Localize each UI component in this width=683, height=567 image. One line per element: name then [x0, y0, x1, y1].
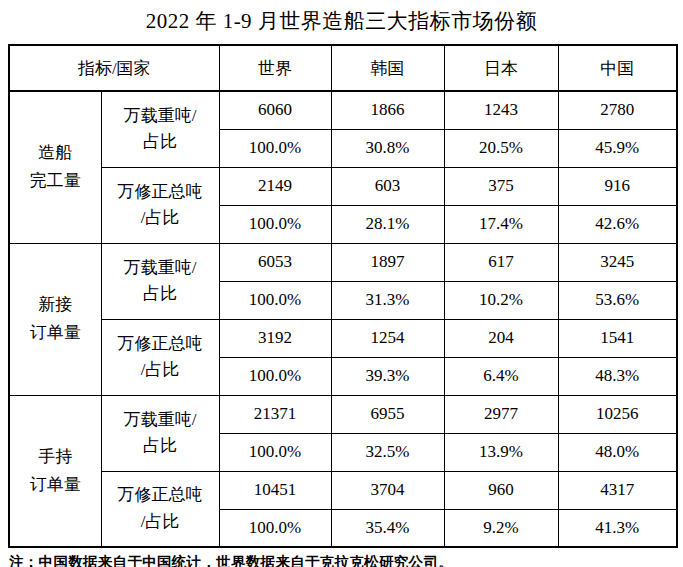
- share-cell: 39.3%: [331, 357, 444, 395]
- page-title: 2022 年 1-9 月世界造船三大指标市场份额: [0, 7, 683, 35]
- group-label-line: 订单量: [10, 471, 101, 499]
- metric-label-line: 占比: [102, 433, 219, 459]
- group-label-line: 造船: [10, 139, 101, 167]
- document-page: 2022 年 1-9 月世界造船三大指标市场份额 指标/国家 世界 韩国 日本 …: [0, 7, 683, 567]
- metric-label-line: 万修正总吨: [102, 482, 219, 508]
- value-cell: 2149: [219, 167, 331, 205]
- group-label-line: 订单量: [10, 319, 101, 347]
- value-cell: 1866: [331, 91, 444, 129]
- metric-label-cgt: 万修正总吨 /占比: [101, 471, 219, 547]
- share-cell: 100.0%: [219, 129, 331, 167]
- table-row: 万修正总吨 /占比 3192 1254 204 1541: [9, 319, 677, 357]
- share-cell: 42.6%: [558, 205, 677, 243]
- column-header-japan: 日本: [444, 45, 558, 91]
- metric-label-line: 万载重吨/: [102, 255, 219, 281]
- share-cell: 13.9%: [444, 433, 558, 471]
- value-cell: 3245: [558, 243, 677, 281]
- share-cell: 53.6%: [558, 281, 677, 319]
- share-cell: 6.4%: [444, 357, 558, 395]
- value-cell: 6060: [219, 91, 331, 129]
- share-cell: 48.3%: [558, 357, 677, 395]
- corner-header: 指标/国家: [9, 45, 219, 91]
- value-cell: 10256: [558, 395, 677, 433]
- share-cell: 100.0%: [219, 357, 331, 395]
- table-row: 新接 订单量 万载重吨/ 占比 6053 1897 617 3245: [9, 243, 677, 281]
- value-cell: 3192: [219, 319, 331, 357]
- share-cell: 100.0%: [219, 281, 331, 319]
- value-cell: 4317: [558, 471, 677, 509]
- table-header: 指标/国家 世界 韩国 日本 中国: [9, 45, 677, 91]
- share-cell: 10.2%: [444, 281, 558, 319]
- share-cell: 30.8%: [331, 129, 444, 167]
- metric-label-line: /占比: [102, 509, 219, 535]
- value-cell: 375: [444, 167, 558, 205]
- group-label-line: 新接: [10, 291, 101, 319]
- metric-label-line: 占比: [102, 129, 219, 155]
- value-cell: 2977: [444, 395, 558, 433]
- share-cell: 9.2%: [444, 509, 558, 547]
- metric-label-cgt: 万修正总吨 /占比: [101, 319, 219, 395]
- metric-label-line: 万修正总吨: [102, 331, 219, 357]
- table-row: 造船 完工量 万载重吨/ 占比 6060 1866 1243 2780: [9, 91, 677, 129]
- share-cell: 17.4%: [444, 205, 558, 243]
- value-cell: 6955: [331, 395, 444, 433]
- column-header-world: 世界: [219, 45, 331, 91]
- group-label-line: 手持: [10, 443, 101, 471]
- value-cell: 21371: [219, 395, 331, 433]
- metric-label-line: 万修正总吨: [102, 179, 219, 205]
- metric-label-dwt: 万载重吨/ 占比: [101, 243, 219, 319]
- value-cell: 1541: [558, 319, 677, 357]
- value-cell: 1243: [444, 91, 558, 129]
- value-cell: 2780: [558, 91, 677, 129]
- group-label-new-orders: 新接 订单量: [9, 243, 101, 395]
- share-cell: 32.5%: [331, 433, 444, 471]
- share-cell: 31.3%: [331, 281, 444, 319]
- share-cell: 35.4%: [331, 509, 444, 547]
- value-cell: 960: [444, 471, 558, 509]
- metric-label-line: 占比: [102, 281, 219, 307]
- metric-label-line: 万载重吨/: [102, 407, 219, 433]
- value-cell: 603: [331, 167, 444, 205]
- group-label-line: 完工量: [10, 167, 101, 195]
- value-cell: 3704: [331, 471, 444, 509]
- share-cell: 100.0%: [219, 509, 331, 547]
- group-label-completions: 造船 完工量: [9, 91, 101, 243]
- share-cell: 41.3%: [558, 509, 677, 547]
- share-cell: 100.0%: [219, 433, 331, 471]
- market-share-table: 指标/国家 世界 韩国 日本 中国 造船 完工量 万载重吨/ 占比 6060 1…: [8, 44, 678, 548]
- share-cell: 28.1%: [331, 205, 444, 243]
- metric-label-line: 万载重吨/: [102, 103, 219, 129]
- group-label-orderbook: 手持 订单量: [9, 395, 101, 547]
- share-cell: 48.0%: [558, 433, 677, 471]
- footnote: 注：中国数据来自于中国统计，世界数据来自于克拉克松研究公司。: [9, 553, 683, 567]
- value-cell: 1897: [331, 243, 444, 281]
- value-cell: 204: [444, 319, 558, 357]
- value-cell: 1254: [331, 319, 444, 357]
- metric-label-dwt: 万载重吨/ 占比: [101, 91, 219, 167]
- metric-label-cgt: 万修正总吨 /占比: [101, 167, 219, 243]
- column-header-korea: 韩国: [331, 45, 444, 91]
- metric-label-dwt: 万载重吨/ 占比: [101, 395, 219, 471]
- table-row: 万修正总吨 /占比 2149 603 375 916: [9, 167, 677, 205]
- value-cell: 6053: [219, 243, 331, 281]
- metric-label-line: /占比: [102, 205, 219, 231]
- value-cell: 916: [558, 167, 677, 205]
- metric-label-line: /占比: [102, 357, 219, 383]
- value-cell: 617: [444, 243, 558, 281]
- column-header-china: 中国: [558, 45, 677, 91]
- table-row: 万修正总吨 /占比 10451 3704 960 4317: [9, 471, 677, 509]
- table-row: 手持 订单量 万载重吨/ 占比 21371 6955 2977 10256: [9, 395, 677, 433]
- share-cell: 45.9%: [558, 129, 677, 167]
- header-row: 指标/国家 世界 韩国 日本 中国: [9, 45, 677, 91]
- share-cell: 20.5%: [444, 129, 558, 167]
- share-cell: 100.0%: [219, 205, 331, 243]
- value-cell: 10451: [219, 471, 331, 509]
